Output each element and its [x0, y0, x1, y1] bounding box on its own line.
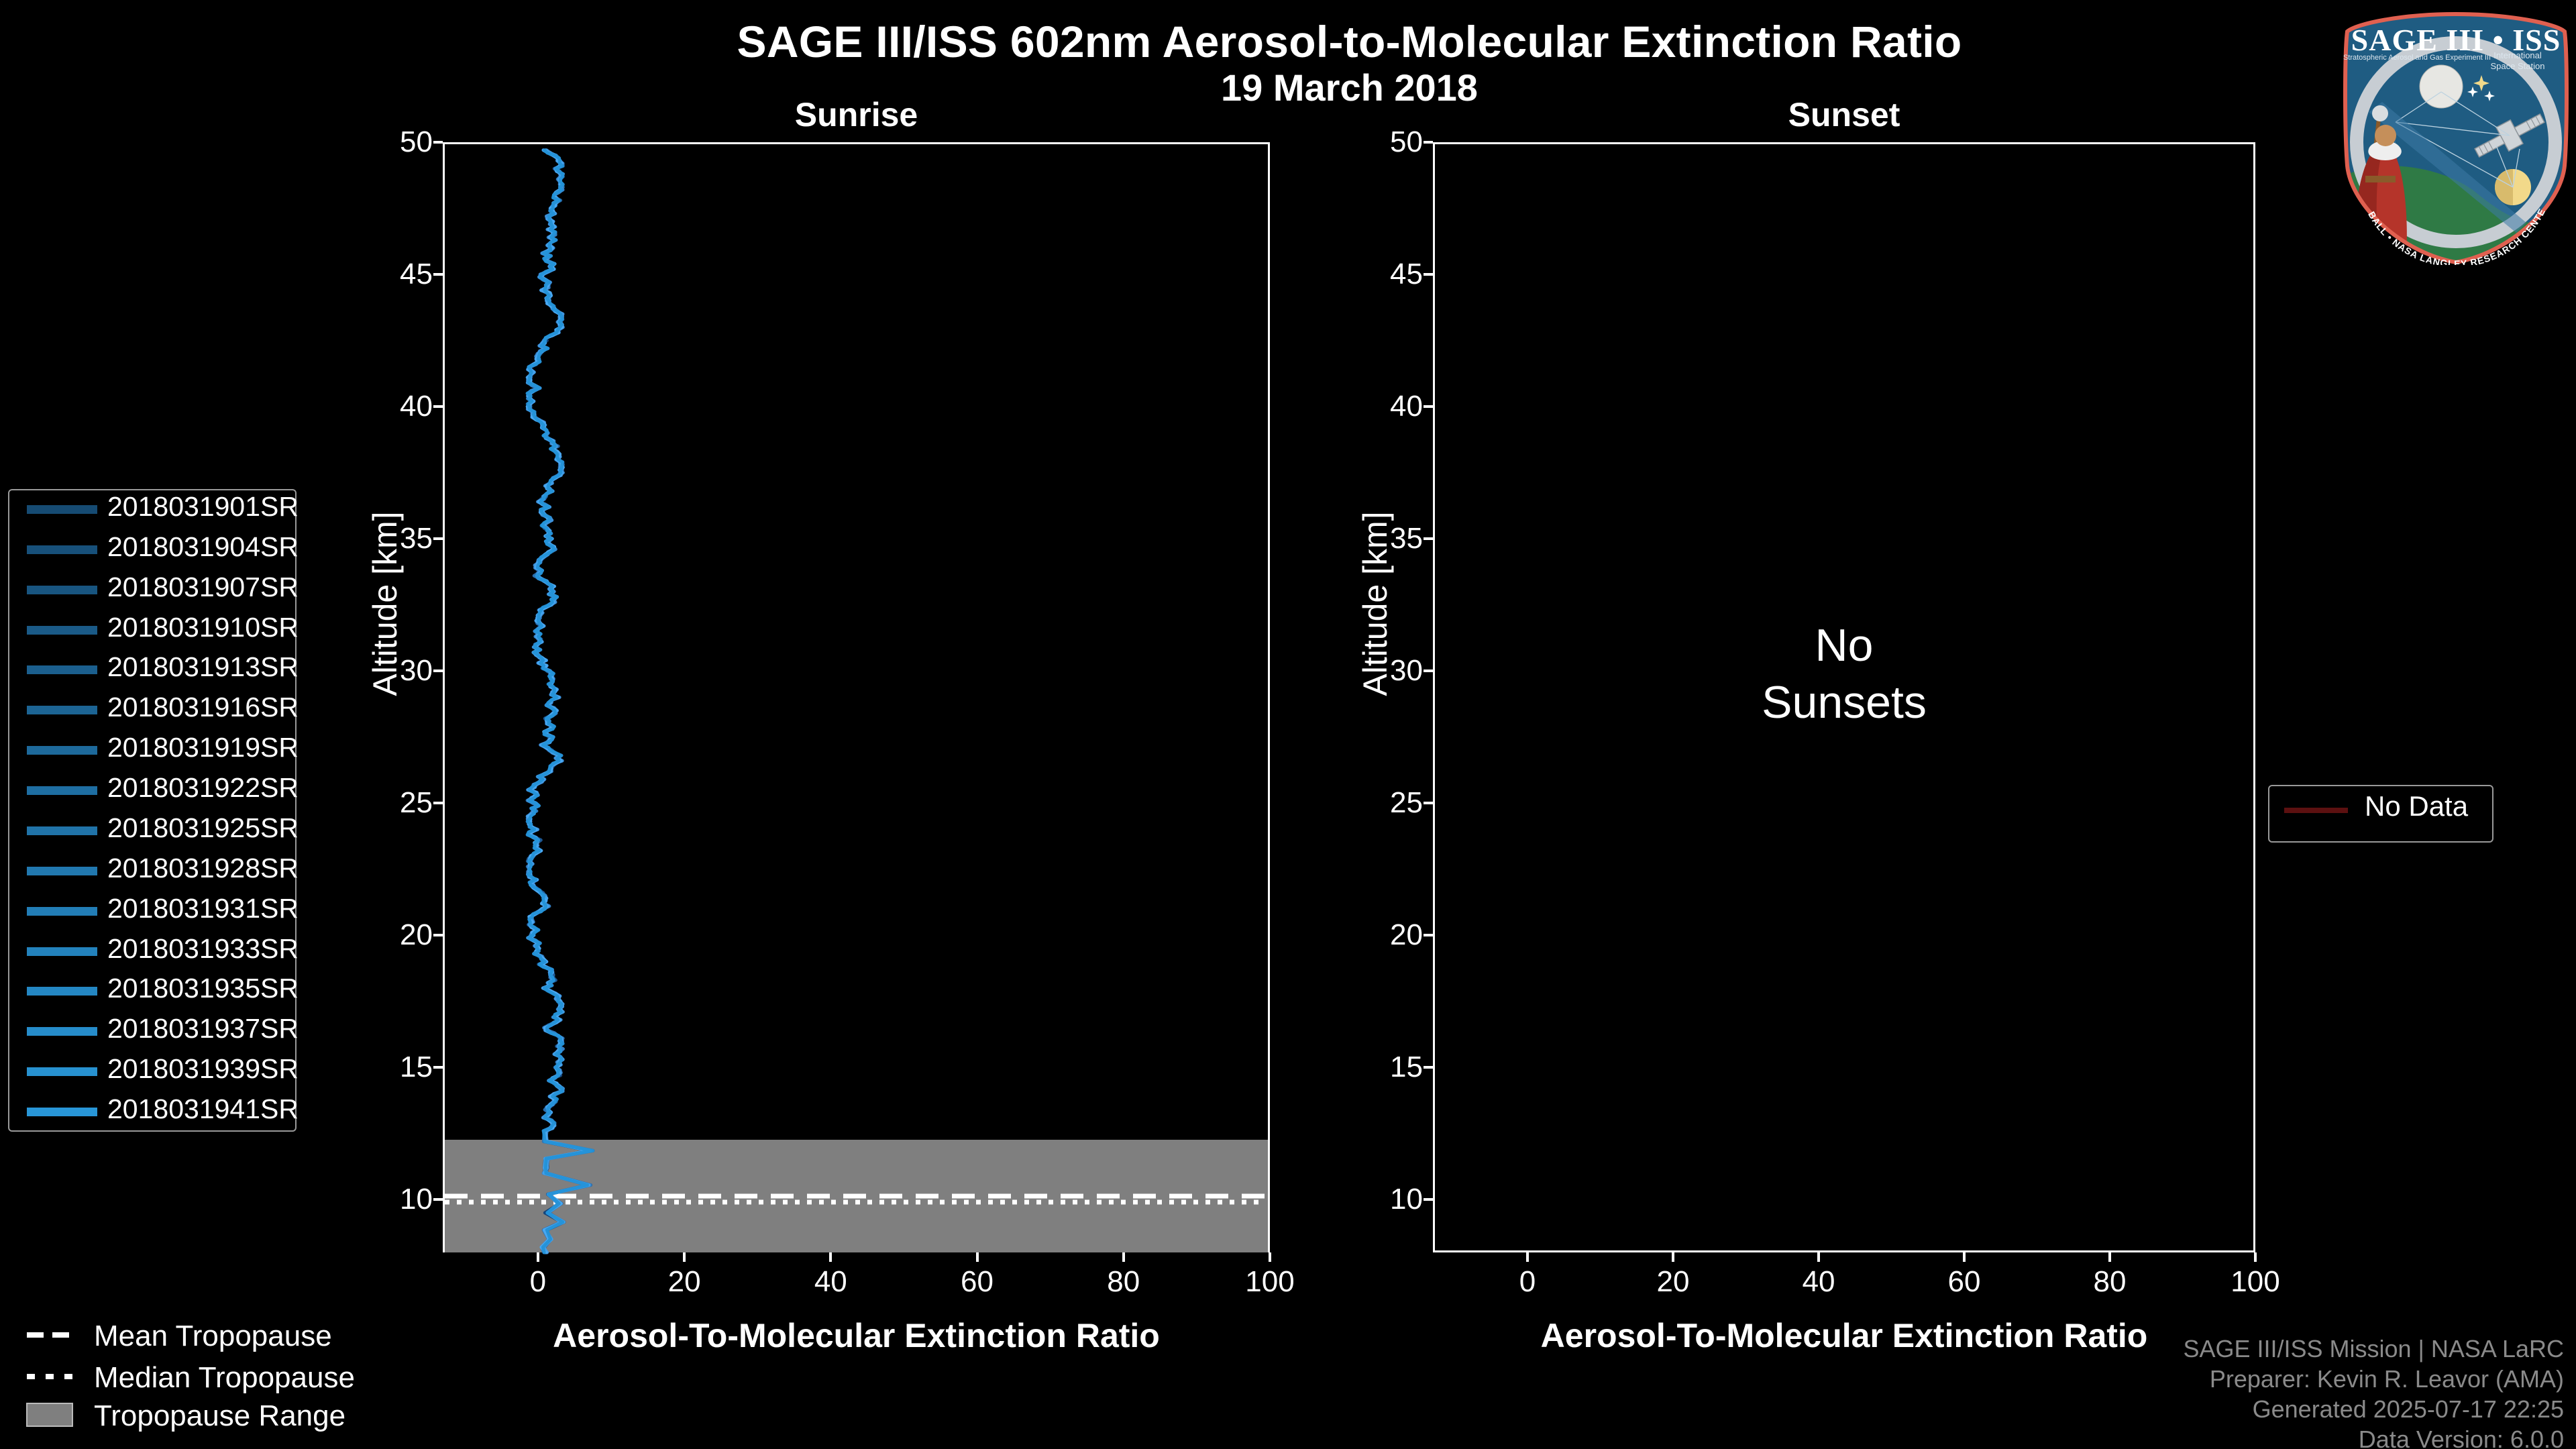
svg-text:Tropopause Range: Tropopause Range: [94, 1399, 345, 1432]
svg-text:Mean Tropopause: Mean Tropopause: [94, 1320, 332, 1352]
svg-text:Median Tropopause: Median Tropopause: [94, 1361, 355, 1394]
svg-text:Space Station: Space Station: [2491, 61, 2545, 71]
svg-text:International: International: [2493, 50, 2542, 60]
svg-text:Stratospheric Aerosol and Gas: Stratospheric Aerosol and Gas Experiment…: [2343, 54, 2491, 62]
